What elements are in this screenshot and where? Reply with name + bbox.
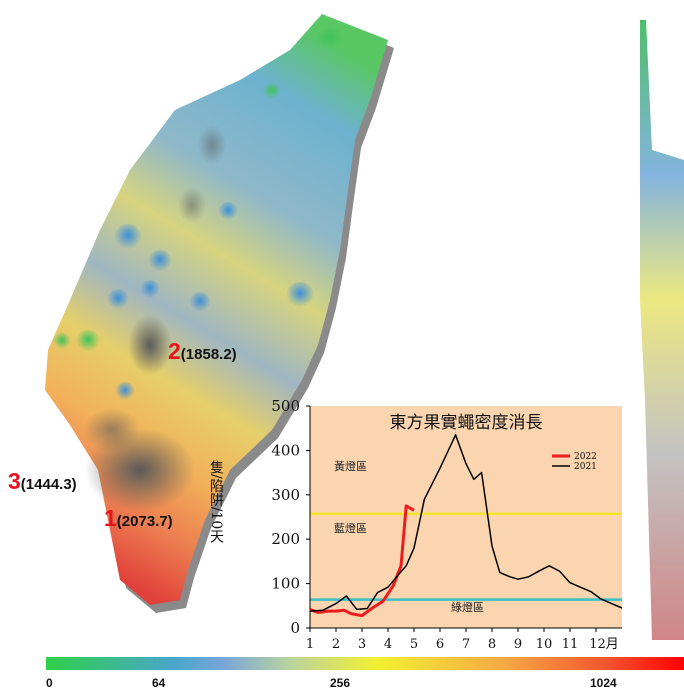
taiwan-density-map xyxy=(45,14,684,640)
zone-label: 黃燈區 xyxy=(334,459,367,473)
x-tick-label: 1 xyxy=(306,637,314,652)
colorbar-tick: 256 xyxy=(330,676,351,690)
y-axis-label: 隻/陷阱/10天 xyxy=(208,460,224,544)
x-tick-label: 12月 xyxy=(589,637,619,652)
hotspot-3-peak xyxy=(84,408,140,452)
y-tick-label: 500 xyxy=(271,398,300,415)
x-tick-label: 10 xyxy=(536,637,553,652)
blue-peak xyxy=(114,224,142,252)
y-tick-label: 400 xyxy=(271,441,300,459)
blue-peak xyxy=(218,202,238,222)
x-tick-label: 6 xyxy=(436,637,444,652)
y-tick-label: 100 xyxy=(271,575,300,593)
zone-label: 藍燈區 xyxy=(334,521,367,535)
blue-peak xyxy=(286,282,314,310)
colorbar-tick: 64 xyxy=(152,676,166,690)
x-tick-label: 5 xyxy=(410,637,418,652)
y-tick-label: 0 xyxy=(290,619,300,637)
green-peak xyxy=(316,28,344,52)
green-peak xyxy=(263,83,281,101)
x-tick-label: 11 xyxy=(562,637,579,652)
y-tick-label: 200 xyxy=(271,530,300,548)
hotspot-label-1: 1(2073.7) xyxy=(104,505,173,532)
hotspot-label-2: 2(1858.2) xyxy=(168,338,237,365)
x-tick-label: 3 xyxy=(358,637,366,652)
hotspot-value: (1858.2) xyxy=(180,346,237,363)
peak-b xyxy=(178,187,206,223)
plot-background xyxy=(310,406,622,628)
hotspot-value: (1444.3) xyxy=(20,476,77,493)
blue-peak xyxy=(140,280,160,300)
chart-title: 東方果實蠅密度消長 xyxy=(390,413,543,433)
hotspot-rank: 1 xyxy=(104,505,117,531)
series-line-2021 xyxy=(309,434,623,612)
green-peak xyxy=(76,330,100,354)
series-line-2022 xyxy=(309,504,415,618)
density-colorbar xyxy=(46,657,684,670)
x-tick-label: 8 xyxy=(488,637,496,652)
hotspot-value: (2073.7) xyxy=(116,513,173,530)
blue-peak xyxy=(107,289,129,311)
zone-label: 綠燈區 xyxy=(451,600,484,614)
x-tick-label: 9 xyxy=(514,637,522,652)
hotspot-rank: 2 xyxy=(168,338,181,364)
green-peak xyxy=(53,333,71,351)
x-tick-label: 7 xyxy=(462,637,470,652)
blue-peak xyxy=(189,292,211,314)
y-tick-label: 300 xyxy=(271,486,300,504)
x-tick-label: 2 xyxy=(332,637,340,652)
legend-label: 2021 xyxy=(574,462,597,472)
blue-peak xyxy=(115,382,135,402)
colorbar-tick: 1024 xyxy=(590,676,617,690)
hotspot-rank: 3 xyxy=(8,468,21,494)
side-relief xyxy=(640,20,684,640)
x-tick-label: 4 xyxy=(384,637,392,652)
peak-a xyxy=(198,125,226,165)
hotspot-label-3: 3(1444.3) xyxy=(8,468,77,495)
blue-peak xyxy=(148,250,172,274)
hotspot-2-peak xyxy=(128,315,172,375)
colorbar-tick: 0 xyxy=(46,676,53,690)
legend-label: 2022 xyxy=(574,452,597,462)
